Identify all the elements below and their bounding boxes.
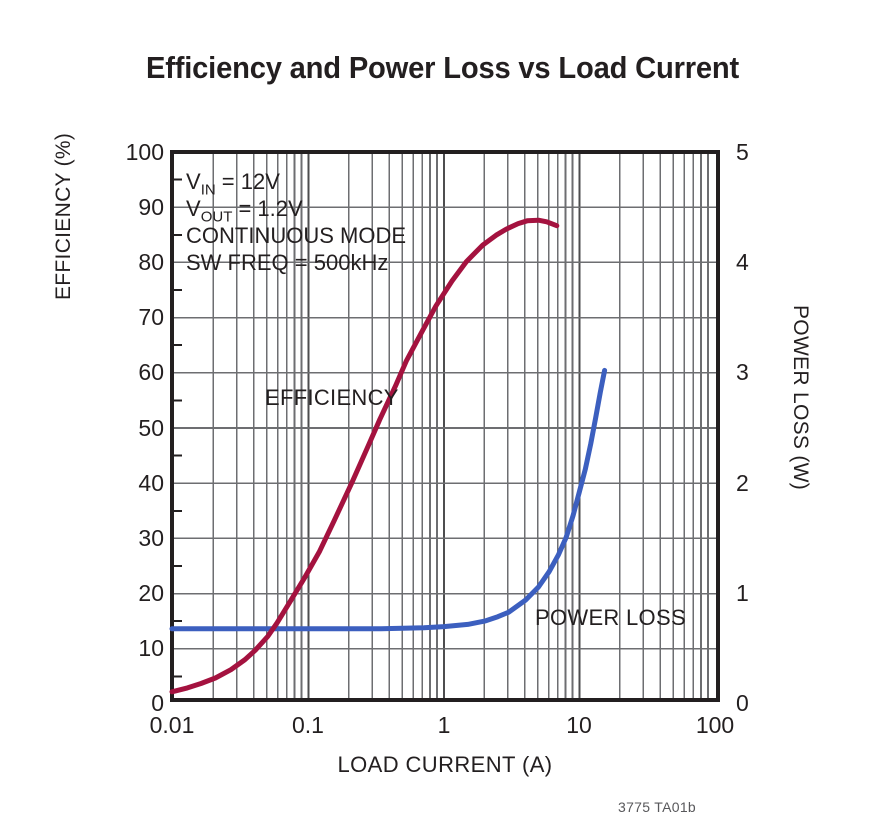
efficiency-curve-label: EFFICIENCY — [265, 385, 399, 410]
page-title: Efficiency and Power Loss vs Load Curren… — [145, 50, 740, 85]
xtick-0-01: 0.01 — [149, 712, 195, 738]
xtick-10: 10 — [566, 712, 592, 738]
vin-value: = 12V — [215, 169, 280, 194]
x-axis-title: LOAD CURRENT (A) — [337, 752, 553, 777]
vout-prefix: V — [186, 196, 201, 221]
annotation-line-mode: CONTINUOUS MODE — [186, 223, 406, 248]
ytick-left-60: 60 — [138, 359, 164, 385]
power-loss-curve — [169, 367, 608, 632]
grid-decade — [307, 152, 581, 700]
grid-horizontal — [172, 206, 718, 650]
ytick-left-40: 40 — [138, 470, 164, 496]
document-code: 3775 TA01b — [618, 799, 696, 815]
power-loss-curve-label: POWER LOSS — [535, 605, 686, 630]
ytick-left-100: 100 — [125, 139, 164, 165]
y-axis-title-left: EFFICIENCY (%) — [52, 132, 75, 300]
y-axis-title-right: POWER LOSS (W) — [789, 305, 812, 491]
ytick-left-80: 80 — [138, 249, 164, 275]
vout-subscript: OUT — [200, 208, 233, 226]
ytick-left-10: 10 — [138, 635, 164, 661]
vin-prefix: V — [186, 169, 201, 194]
ytick-left-50: 50 — [138, 415, 164, 441]
plot-frame — [170, 150, 720, 702]
ytick-right-2: 2 — [736, 470, 749, 496]
conditions-annotation: VIN = 12V VOUT = 1.2V CONTINUOUS MODE SW… — [186, 168, 406, 276]
grid-vertical — [212, 152, 709, 700]
ytick-left-0: 0 — [151, 690, 164, 716]
xtick-100: 100 — [695, 712, 735, 738]
xtick-1: 1 — [437, 712, 451, 738]
ytick-right-1: 1 — [736, 580, 749, 606]
xtick-0-1: 0.1 — [292, 712, 324, 738]
ytick-right-5: 5 — [736, 139, 749, 165]
vin-subscript: IN — [200, 181, 216, 199]
ytick-right-0: 0 — [736, 690, 749, 716]
ytick-right-4: 4 — [736, 249, 749, 275]
annotation-line-vout: VOUT = 1.2V — [186, 195, 406, 226]
annotation-line-freq: SW FREQ = 500kHz — [186, 250, 389, 275]
efficiency-curve — [169, 217, 560, 695]
annotation-line-vin: VIN = 12V — [186, 168, 406, 199]
ytick-left-20: 20 — [138, 580, 164, 606]
ytick-left-70: 70 — [138, 304, 164, 330]
ytick-left-90: 90 — [138, 194, 164, 220]
ytick-left-30: 30 — [138, 525, 164, 551]
vout-value: = 1.2V — [232, 196, 303, 221]
ytick-right-3: 3 — [736, 359, 749, 385]
